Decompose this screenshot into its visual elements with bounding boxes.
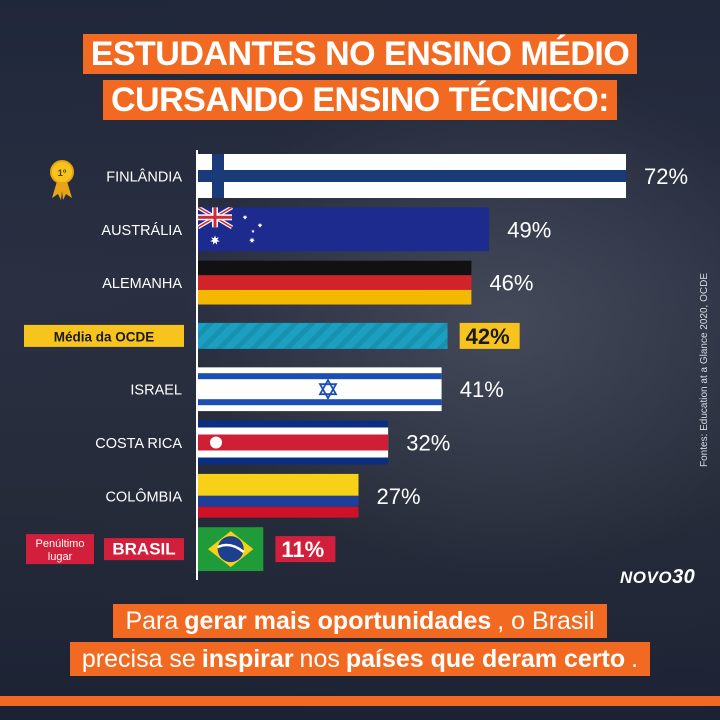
flag-colombia-flag: [198, 473, 359, 518]
ocde-label-bg: [24, 324, 184, 347]
star-of-david-up: [318, 378, 338, 396]
bar-row-alemanha: ALEMANHA 46%: [102, 260, 533, 305]
value-label-alemanha: 46%: [489, 271, 533, 296]
footer-l2-d: países que deram certo: [345, 645, 626, 673]
flag-finland-flag: [198, 154, 626, 198]
bar-finlandia: [198, 154, 626, 198]
globe-band: [217, 543, 245, 554]
footer-line-1: Para gerar mais oportunidades, o Brasil: [0, 604, 720, 638]
flag-cross-horizontal: [198, 170, 626, 182]
flag-australia-flag: [198, 207, 490, 252]
star-shape: [257, 222, 263, 228]
ocde-striped-flag: [198, 322, 448, 349]
flag-brazil-flag: [198, 527, 264, 572]
value-label-australia: 49%: [507, 217, 551, 242]
footer-l1-c: , o Brasil: [491, 604, 601, 638]
penultimo-tag-line1: Penúltimo: [36, 538, 85, 550]
value-label-media-da-ocde: 42%: [466, 324, 510, 349]
penultimo-tag-line2: lugar: [48, 551, 73, 563]
penultimo-tag-bg: [26, 534, 94, 565]
category-label-australia: AUSTRÁLIA: [101, 222, 182, 239]
bar-israel: [198, 367, 442, 412]
footer-line-2-box: precisa se inspirar nos países que deram…: [69, 642, 651, 676]
stripe-gold: [198, 289, 472, 305]
stripe-yellow: [198, 473, 359, 496]
bar-media-da-ocde: [198, 322, 448, 349]
flag-costa-rica-flag: [198, 420, 389, 465]
category-label-israel: ISRAEL: [130, 383, 182, 399]
category-label-media-da-ocde: Média da OCDE: [54, 329, 155, 344]
bar-row-costa-rica: COSTA RICA 32%: [95, 420, 450, 465]
flag-field: [198, 207, 490, 252]
logo-text: NOVO: [620, 568, 673, 587]
footer-l1-b: gerar mais oportunidades: [184, 607, 492, 635]
value-label-israel: 41%: [460, 377, 504, 402]
logo-number: 30: [672, 566, 696, 588]
brasil-label-bg: [104, 538, 184, 561]
union-jack-cross-red: [198, 215, 232, 219]
stripe-blue-bottom: [198, 399, 442, 406]
footer-line-1-box: Para gerar mais oportunidades, o Brasil: [113, 604, 607, 638]
bar-costa-rica: [198, 420, 389, 465]
bar-row-media-da-ocde: Média da OCDE 42%: [24, 322, 520, 349]
stripe-black: [198, 260, 472, 276]
bar-alemanha: [198, 260, 472, 305]
footer-l2-c: nos: [293, 642, 346, 676]
stripe-red: [198, 275, 472, 290]
bar-colombia: [198, 473, 359, 518]
flag-israel-flag: [198, 367, 442, 412]
footer-l2-e: .: [625, 642, 645, 676]
title-line-1: ESTUDANTES NO ENSINO MÉDIO: [0, 34, 720, 74]
stripe-red: [198, 434, 389, 451]
category-label-alemanha: ALEMANHA: [102, 276, 182, 292]
brasil-value-bg: [275, 536, 336, 563]
footer-line-2: precisa se inspirar nos países que deram…: [0, 642, 720, 676]
bar-row-israel: ISRAEL 41%: [130, 367, 504, 412]
star-of-david-down: [318, 383, 338, 401]
coat-of-arms: [210, 436, 222, 449]
title-line-2: CURSANDO ENSINO TÉCNICO:: [0, 80, 720, 120]
source-note: Fontes: Education at a Glance 2020, OCDE: [698, 250, 712, 490]
bar-australia: [198, 207, 490, 252]
ocde-bar-fill: [198, 322, 448, 349]
ocde-value-bg: [459, 322, 520, 349]
stripe-blue-top: [198, 373, 442, 380]
medal-disc: [50, 160, 74, 184]
first-place-medal-icon: 1º: [50, 160, 74, 200]
value-label-brasil: 11%: [281, 537, 324, 562]
footer-l2-b: inspirar: [201, 645, 294, 673]
stripe-blue: [198, 495, 359, 507]
title-line-2-text: CURSANDO ENSINO TÉCNICO:: [102, 80, 618, 120]
novo30-logo: NOVO30: [620, 566, 695, 589]
source-text: Fontes: Education at a Glance 2020, OCDE: [699, 273, 710, 467]
footer-l2-a: precisa se: [75, 642, 202, 676]
category-label-brasil: BRASIL: [112, 540, 175, 559]
value-label-colombia: 27%: [377, 484, 421, 509]
bar-row-australia: AUSTRÁLIA 49%: [101, 207, 551, 252]
bar-row-finlandia: FINLÂNDIA 72% 1º: [50, 154, 688, 200]
star-shape: [242, 214, 248, 220]
medal-text: 1º: [58, 168, 67, 179]
category-label-colombia: COLÔMBIA: [105, 488, 182, 505]
value-label-costa-rica: 32%: [406, 431, 450, 456]
star-shape: [249, 237, 255, 243]
blue-globe: [217, 536, 244, 563]
stripe-red: [198, 506, 359, 518]
bar-chart: FINLÂNDIA 72% 1º AUSTRÁLIA 49% ALEMANHA 46% Méd…: [24, 150, 688, 580]
bar-row-colombia: COLÔMBIA 27%: [105, 473, 421, 518]
star-shape: [210, 235, 220, 245]
bar-brasil: [198, 527, 264, 572]
flag-germany-flag: [198, 260, 472, 305]
footer-l1-a: Para: [119, 604, 185, 638]
bottom-stripe: [0, 696, 720, 706]
star-shape: [251, 229, 255, 233]
category-label-finlandia: FINLÂNDIA: [106, 169, 182, 186]
category-label-costa-rica: COSTA RICA: [95, 436, 182, 452]
value-label-finlandia: 72%: [644, 164, 688, 189]
title-line-1-text: ESTUDANTES NO ENSINO MÉDIO: [82, 34, 638, 74]
